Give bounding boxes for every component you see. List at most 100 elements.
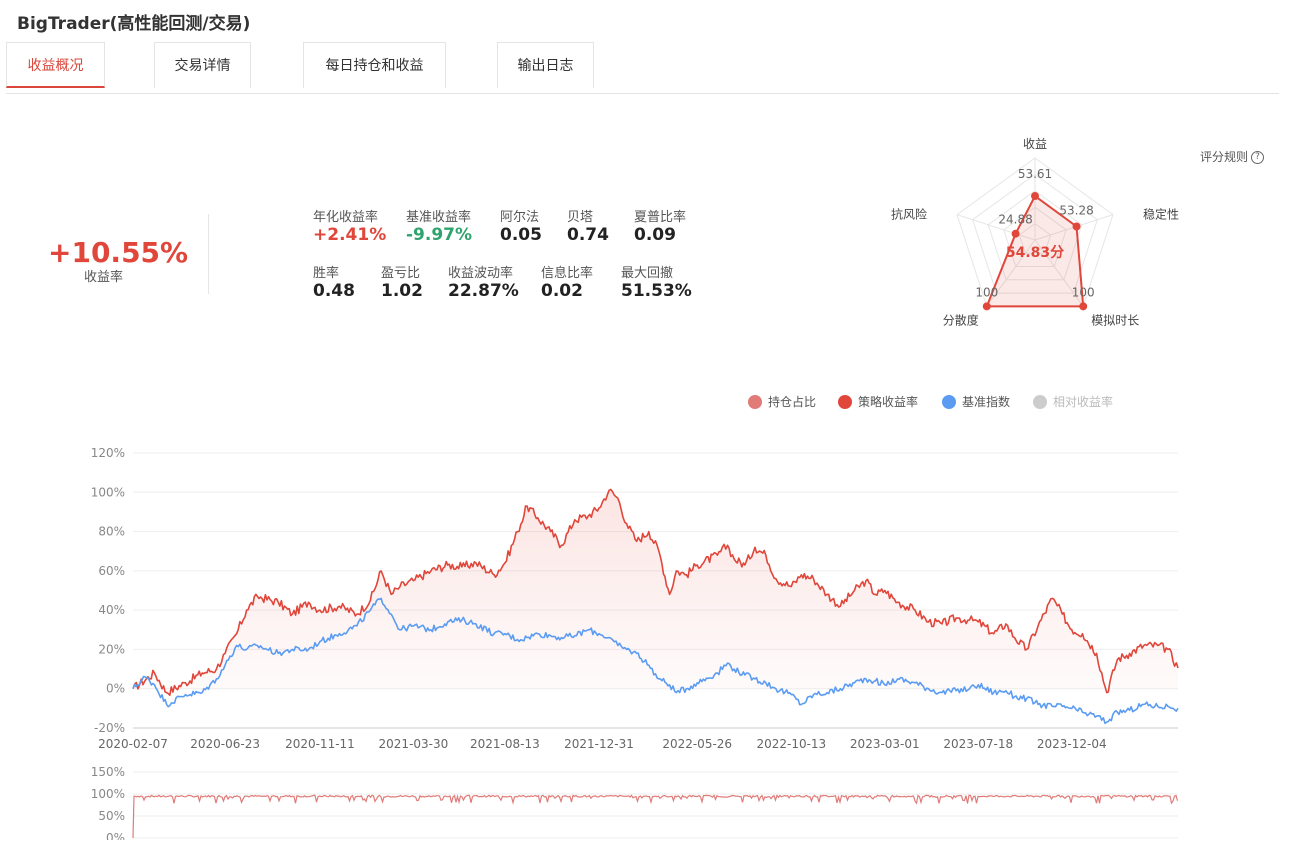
metric-alpha: 阿尔法 0.05 bbox=[500, 206, 542, 245]
radar-score-text: 54.83分 bbox=[1006, 245, 1064, 261]
y-tick-label: 120% bbox=[91, 446, 125, 460]
radar-point-0 bbox=[1031, 192, 1039, 201]
metric-label: 基准收益率 bbox=[406, 210, 472, 225]
metric-volatility: 收益波动率 22.87% bbox=[448, 262, 519, 301]
metric-label: 盈亏比 bbox=[381, 266, 421, 281]
series-line-strategy bbox=[132, 488, 1179, 696]
legend-item-position[interactable]: 持仓占比 bbox=[748, 393, 816, 410]
radar-point-4 bbox=[1011, 229, 1020, 238]
metric-value: 0.09 bbox=[634, 225, 676, 245]
legend-item-strategy[interactable]: 策略收益率 bbox=[838, 393, 918, 410]
radar-axis-label: 稳定性 bbox=[1143, 207, 1179, 222]
score-rule-link[interactable]: 评分规则? bbox=[1200, 148, 1265, 165]
series-line-benchmark bbox=[132, 597, 1179, 725]
tab-trade-details[interactable]: 交易详情 bbox=[154, 42, 251, 88]
y-tick-label: -20% bbox=[94, 721, 125, 735]
y-tick-label: 40% bbox=[98, 603, 125, 617]
metric-value: +2.41% bbox=[313, 225, 387, 245]
y-tick-label: 20% bbox=[98, 642, 125, 656]
y-tick-label: 60% bbox=[98, 564, 125, 578]
metric-sharpe: 夏普比率 0.09 bbox=[634, 206, 686, 245]
tab-output-log[interactable]: 输出日志 bbox=[497, 42, 594, 88]
radar-grid-ring bbox=[1018, 222, 1052, 254]
metric-label: 信息比率 bbox=[541, 266, 594, 281]
series-line-position bbox=[132, 794, 1179, 839]
total-return-label: 收益率 bbox=[84, 270, 124, 285]
metric-value: 0.05 bbox=[500, 225, 542, 245]
metric-label: 最大回撤 bbox=[621, 266, 674, 281]
sub-y-tick-label: 100% bbox=[91, 787, 125, 801]
metric-value: 0.48 bbox=[313, 281, 355, 301]
metric-profit-loss-ratio: 盈亏比 1.02 bbox=[381, 262, 423, 301]
x-tick-label: 2021-12-31 bbox=[564, 737, 634, 751]
metric-beta: 贝塔 0.74 bbox=[567, 206, 609, 245]
radar-score-area bbox=[985, 194, 1085, 308]
radar-grid-ring bbox=[987, 190, 1083, 281]
series-area-strategy bbox=[133, 489, 1178, 696]
returns-line-chart: 120% 100% 80% 60% 40% 20% 0% -20% 2020-02-07 2020… bbox=[91, 446, 1179, 840]
total-return-value: +10.55% bbox=[48, 236, 189, 269]
x-tick-label: 2021-08-13 bbox=[470, 737, 540, 751]
score-rule-label: 评分规则 bbox=[1200, 150, 1249, 164]
radar-value-label: 53.28 bbox=[1059, 203, 1093, 217]
sub-y-tick-label: 150% bbox=[91, 765, 125, 779]
x-tick-label: 2020-11-11 bbox=[285, 737, 355, 751]
metric-value: 1.02 bbox=[381, 281, 423, 301]
metric-label: 贝塔 bbox=[567, 210, 594, 225]
legend-dot bbox=[838, 394, 852, 409]
metric-win-rate: 胜率 0.48 bbox=[313, 262, 355, 301]
y-tick-label: 80% bbox=[98, 525, 125, 539]
radar-value-label: 100 bbox=[975, 285, 998, 299]
tab-overview[interactable]: 收益概况 bbox=[6, 42, 105, 88]
legend-label: 策略收益率 bbox=[858, 395, 919, 409]
legend-label: 基准指数 bbox=[962, 395, 1011, 409]
x-tick-label: 2021-03-30 bbox=[379, 737, 449, 751]
x-tick-label: 2023-12-04 bbox=[1037, 737, 1107, 751]
radar-value-label: 53.61 bbox=[1018, 167, 1052, 181]
metric-value: 0.02 bbox=[541, 281, 583, 301]
sub-y-tick-label: 0% bbox=[106, 831, 125, 840]
radar-axis-line bbox=[956, 214, 1036, 241]
tab-daily-positions[interactable]: 每日持仓和收益 bbox=[303, 42, 446, 88]
x-tick-label: 2020-06-23 bbox=[190, 737, 260, 751]
radar-point-1 bbox=[1072, 222, 1081, 231]
radar-grid-ring bbox=[1003, 206, 1067, 268]
summary-divider bbox=[208, 214, 209, 294]
metric-annual-return: 年化收益率 +2.41% bbox=[313, 206, 386, 245]
metric-label: 年化收益率 bbox=[313, 210, 379, 225]
metric-label: 阿尔法 bbox=[500, 210, 540, 225]
app-title: BigTrader(高性能回测/交易) bbox=[17, 14, 251, 34]
radar-axis-label: 抗风险 bbox=[891, 207, 927, 222]
metric-max-drawdown: 最大回撤 51.53% bbox=[621, 262, 692, 301]
metric-value: 22.87% bbox=[448, 281, 519, 301]
x-tick-label: 2020-02-07 bbox=[98, 737, 168, 751]
radar-value-label: 100 bbox=[1072, 285, 1095, 299]
legend-dot bbox=[748, 394, 762, 409]
metric-value: 0.74 bbox=[567, 225, 609, 245]
x-tick-label: 2022-05-26 bbox=[662, 737, 732, 751]
metric-information-ratio: 信息比率 0.02 bbox=[541, 262, 593, 301]
metric-label: 胜率 bbox=[313, 266, 340, 281]
legend-label: 持仓占比 bbox=[768, 395, 817, 409]
radar-point-2 bbox=[1079, 302, 1088, 311]
radar-grid-ring bbox=[972, 173, 1098, 294]
legend-label: 相对收益率 bbox=[1053, 395, 1114, 409]
y-tick-label: 0% bbox=[106, 682, 125, 696]
x-tick-label: 2023-07-18 bbox=[943, 737, 1013, 751]
metric-value: 51.53% bbox=[621, 281, 692, 301]
radar-value-label: 24.88 bbox=[998, 213, 1032, 227]
legend-item-benchmark[interactable]: 基准指数 bbox=[942, 393, 1010, 410]
tab-bar: 收益概况 交易详情 每日持仓和收益 输出日志 bbox=[6, 42, 1279, 94]
metric-benchmark-return: 基准收益率 -9.97% bbox=[406, 206, 472, 245]
y-tick-label: 100% bbox=[91, 485, 125, 499]
radar-axis-label: 收益 bbox=[1023, 137, 1047, 151]
radar-axis-label: 分散度 bbox=[943, 312, 979, 327]
legend-dot bbox=[1033, 394, 1047, 409]
legend-dot bbox=[942, 394, 956, 409]
legend-item-relative[interactable]: 相对收益率 bbox=[1033, 393, 1113, 410]
radar-axis-line bbox=[1034, 239, 1084, 307]
metric-label: 夏普比率 bbox=[634, 210, 687, 225]
radar-axis-label: 模拟时长 bbox=[1091, 313, 1139, 327]
x-tick-label: 2022-10-13 bbox=[756, 737, 826, 751]
